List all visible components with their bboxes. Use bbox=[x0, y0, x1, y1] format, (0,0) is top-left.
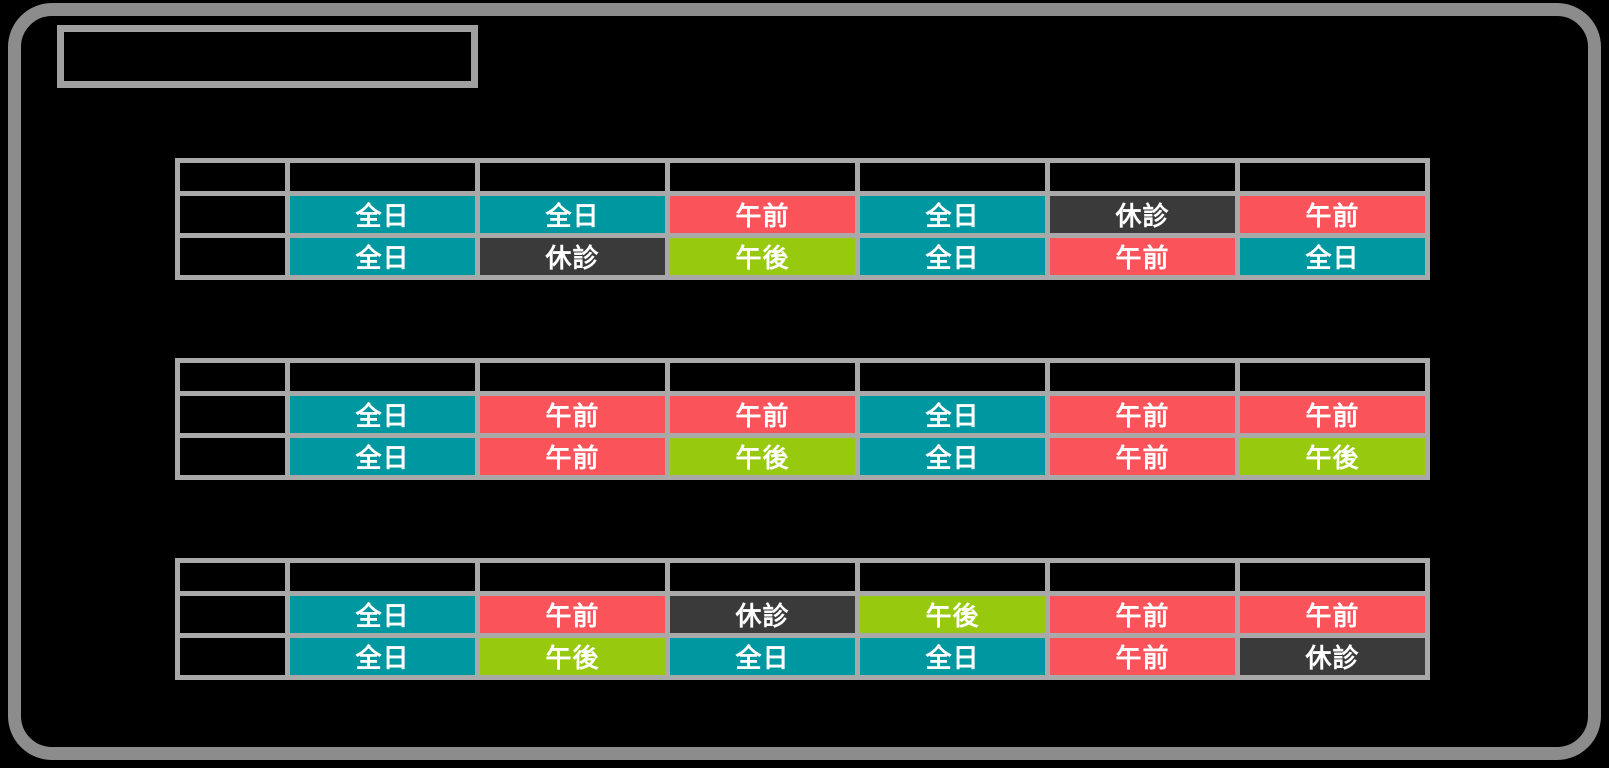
status-cell-morning: 午前 bbox=[475, 433, 670, 480]
status-cell-all-day: 全日 bbox=[855, 191, 1050, 238]
status-cell-closed: 休診 bbox=[475, 233, 670, 280]
status-cell-morning: 午前 bbox=[665, 191, 860, 238]
row-label-cell bbox=[175, 391, 290, 438]
row-label-cell bbox=[175, 433, 290, 480]
date-header-cell bbox=[285, 358, 480, 396]
row-label-cell bbox=[175, 633, 290, 680]
status-cell-morning: 午前 bbox=[1045, 233, 1240, 280]
status-cell-afternoon: 午後 bbox=[665, 433, 860, 480]
status-cell-all-day: 全日 bbox=[1235, 233, 1430, 280]
screen-frame bbox=[8, 3, 1601, 760]
schedule-table-section-2: 全日 午前 午前 全日 午前 午前 全日 午前 午後 全日 午前 午後 bbox=[175, 358, 1430, 480]
status-cell-morning: 午前 bbox=[1045, 591, 1240, 638]
status-cell-morning: 午前 bbox=[1235, 591, 1430, 638]
status-cell-morning: 午前 bbox=[475, 391, 670, 438]
date-header-cell bbox=[665, 358, 860, 396]
date-header-cell bbox=[1045, 558, 1240, 596]
status-cell-all-day: 全日 bbox=[855, 391, 1050, 438]
schedule-table-section-1: 全日 全日 午前 全日 休診 午前 全日 休診 午後 全日 午前 全日 bbox=[175, 158, 1430, 280]
corner-spacer bbox=[175, 558, 290, 596]
date-header-cell bbox=[855, 558, 1050, 596]
title-box bbox=[57, 25, 478, 88]
status-cell-closed: 休診 bbox=[1045, 191, 1240, 238]
status-cell-all-day: 全日 bbox=[285, 233, 480, 280]
status-cell-morning: 午前 bbox=[665, 391, 860, 438]
status-cell-all-day: 全日 bbox=[665, 633, 860, 680]
schedule-table: 全日 午前 午前 全日 午前 午前 全日 午前 午後 全日 午前 午後 bbox=[175, 358, 1430, 480]
status-cell-afternoon: 午後 bbox=[665, 233, 860, 280]
date-header-cell bbox=[1045, 358, 1240, 396]
status-cell-closed: 休診 bbox=[665, 591, 860, 638]
date-header-cell bbox=[285, 158, 480, 196]
schedule-table: 全日 全日 午前 全日 休診 午前 全日 休診 午後 全日 午前 全日 bbox=[175, 158, 1430, 280]
status-cell-all-day: 全日 bbox=[285, 191, 480, 238]
status-cell-afternoon: 午後 bbox=[855, 591, 1050, 638]
status-cell-all-day: 全日 bbox=[285, 391, 480, 438]
status-cell-morning: 午前 bbox=[1045, 633, 1240, 680]
status-cell-all-day: 全日 bbox=[855, 433, 1050, 480]
corner-spacer bbox=[175, 358, 290, 396]
date-header-cell bbox=[1235, 158, 1430, 196]
date-header-cell bbox=[475, 158, 670, 196]
status-cell-closed: 休診 bbox=[1235, 633, 1430, 680]
status-cell-morning: 午前 bbox=[1045, 433, 1240, 480]
status-cell-all-day: 全日 bbox=[285, 433, 480, 480]
status-cell-morning: 午前 bbox=[475, 591, 670, 638]
date-header-cell bbox=[665, 158, 860, 196]
date-header-cell bbox=[475, 558, 670, 596]
date-header-cell bbox=[1235, 358, 1430, 396]
status-cell-afternoon: 午後 bbox=[475, 633, 670, 680]
date-header-cell bbox=[665, 558, 860, 596]
corner-spacer bbox=[175, 158, 290, 196]
date-header-cell bbox=[1235, 558, 1430, 596]
date-header-cell bbox=[1045, 158, 1240, 196]
schedule-table: 全日 午前 休診 午後 午前 午前 全日 午後 全日 全日 午前 休診 bbox=[175, 558, 1430, 680]
schedule-table-section-3: 全日 午前 休診 午後 午前 午前 全日 午後 全日 全日 午前 休診 bbox=[175, 558, 1430, 680]
status-cell-morning: 午前 bbox=[1235, 191, 1430, 238]
status-cell-morning: 午前 bbox=[1045, 391, 1240, 438]
status-cell-afternoon: 午後 bbox=[1235, 433, 1430, 480]
status-cell-all-day: 全日 bbox=[285, 633, 480, 680]
status-cell-morning: 午前 bbox=[1235, 391, 1430, 438]
status-cell-all-day: 全日 bbox=[475, 191, 670, 238]
status-cell-all-day: 全日 bbox=[285, 591, 480, 638]
date-header-cell bbox=[475, 358, 670, 396]
status-cell-all-day: 全日 bbox=[855, 233, 1050, 280]
date-header-cell bbox=[855, 158, 1050, 196]
row-label-cell bbox=[175, 591, 290, 638]
date-header-cell bbox=[855, 358, 1050, 396]
status-cell-all-day: 全日 bbox=[855, 633, 1050, 680]
date-header-cell bbox=[285, 558, 480, 596]
row-label-cell bbox=[175, 233, 290, 280]
row-label-cell bbox=[175, 191, 290, 238]
